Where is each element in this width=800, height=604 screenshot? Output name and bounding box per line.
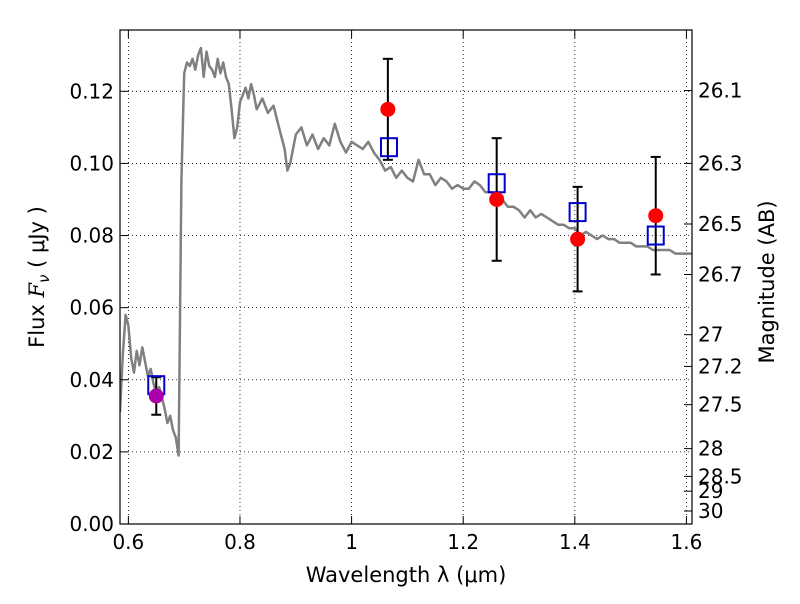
x-tick-label: 0.6 — [112, 530, 144, 554]
y2-tick-label: 27.2 — [698, 354, 743, 378]
y2-tick-label: 27 — [698, 323, 723, 347]
plot-frame — [119, 29, 693, 525]
model-photometry-square — [379, 137, 398, 158]
y2-tick-label: 26.3 — [698, 151, 743, 175]
y-tick-label: 0.04 — [69, 368, 114, 392]
tick-marks — [120, 30, 692, 525]
y2-axis-label: Magnitude (AB) — [755, 200, 779, 363]
data-points-layer — [147, 57, 665, 416]
y-axis-label-prefix: Flux — [25, 298, 49, 348]
observed-data-point — [489, 191, 505, 207]
model-photometry-square — [568, 202, 587, 223]
y-axis-label-subscript: ν — [35, 275, 53, 283]
y2-tick-label: 28.5 — [698, 464, 743, 488]
x-tick-label: 1 — [345, 530, 358, 554]
y-axis-label-symbol: F — [25, 282, 49, 299]
grid — [120, 30, 692, 525]
y2-tick-label: 26.7 — [698, 262, 743, 286]
tick-labels: 0.6 0.8 1 1.2 1.4 1.6 0.00 0.02 0.04 0.06 0.08 0.10… — [69, 79, 742, 554]
x-tick-label: 1.6 — [671, 530, 703, 554]
model-spectrum-layer — [120, 46, 692, 457]
observed-data-point — [570, 231, 586, 247]
y-tick-label: 0.12 — [69, 79, 114, 103]
optical-data-point — [148, 388, 164, 404]
y2-tick-label: 29 — [698, 479, 723, 503]
observed-data-point — [380, 101, 396, 117]
y-tick-label: 0.08 — [69, 224, 114, 248]
model-spectrum-line — [120, 46, 692, 457]
y2-tick-label: 30 — [698, 499, 723, 523]
y2-tick-label: 27.5 — [698, 393, 743, 417]
model-photometry-square — [646, 225, 665, 246]
y2-tick-label: 28 — [698, 437, 723, 461]
x-tick-label: 1.4 — [559, 530, 591, 554]
y-tick-label: 0.06 — [69, 296, 114, 320]
y-tick-label: 0.00 — [69, 512, 114, 536]
y-tick-label: 0.10 — [69, 151, 114, 175]
y2-tick-label: 26.1 — [698, 79, 743, 103]
y-tick-label: 0.02 — [69, 440, 114, 464]
x-tick-label: 0.8 — [224, 530, 256, 554]
x-tick-label: 1.2 — [447, 530, 479, 554]
y2-tick-label: 26.5 — [698, 212, 743, 236]
y-axis-label: Flux Fν ( μJy ) — [25, 206, 53, 348]
y-axis-label-suffix: ( μJy ) — [25, 206, 49, 274]
x-axis-label: Wavelength λ (μm) — [306, 563, 507, 587]
observed-data-point — [648, 208, 664, 224]
